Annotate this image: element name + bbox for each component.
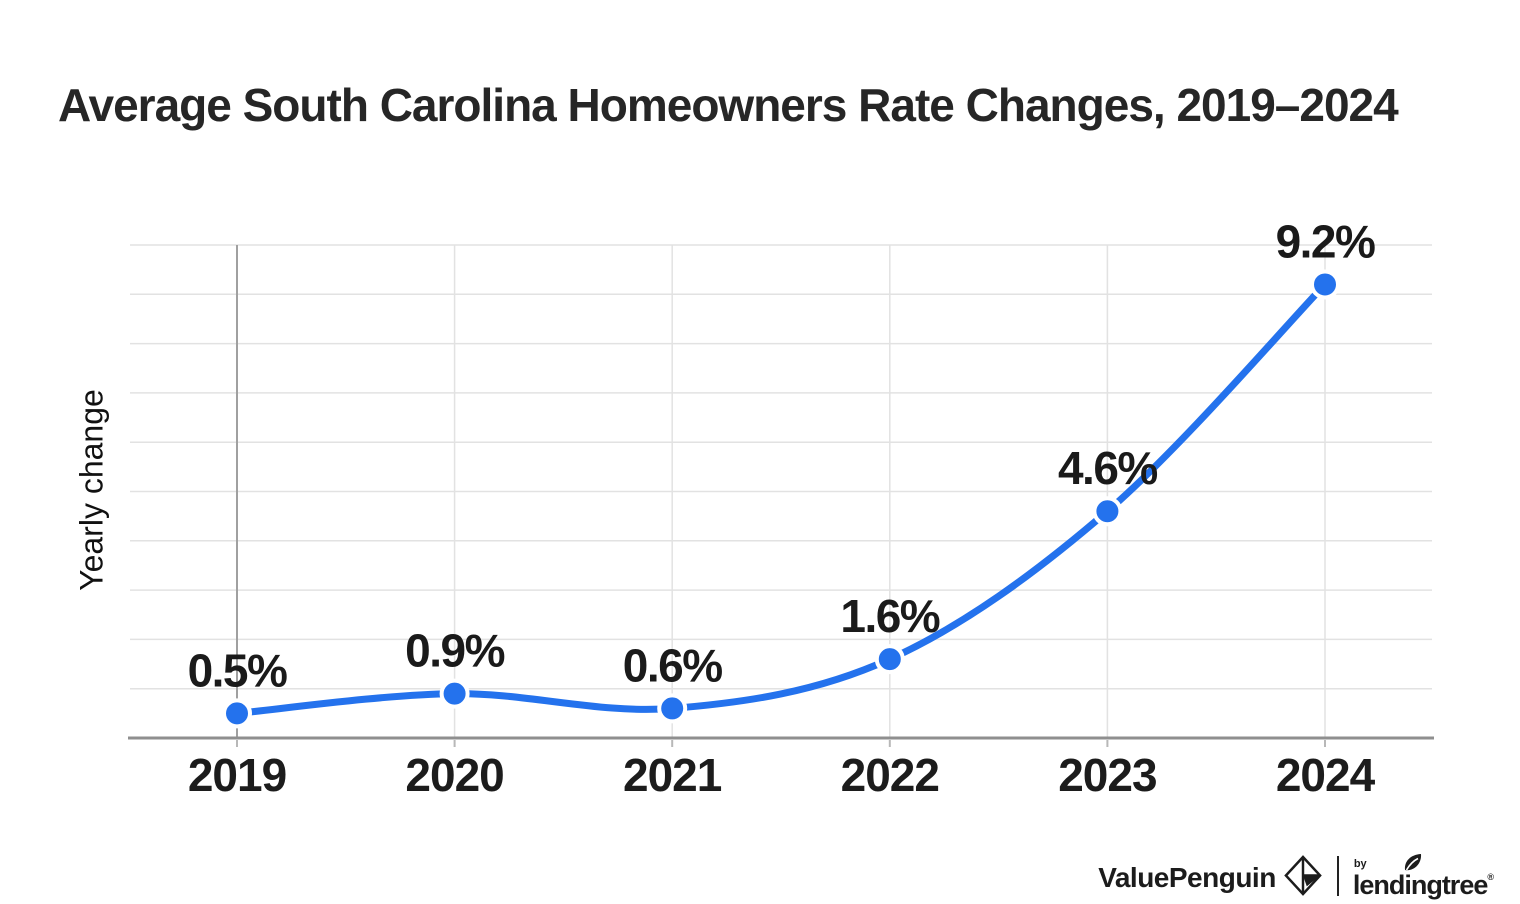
chart-point bbox=[1092, 496, 1123, 527]
lendingtree-logo: by lendingtree® bbox=[1352, 854, 1494, 900]
chart-line bbox=[233, 280, 1329, 717]
x-axis-label: 2024 bbox=[1276, 749, 1376, 801]
chart-title: Average South Carolina Homeowners Rate C… bbox=[58, 79, 1399, 131]
brand-footer: ValuePenguin by lendingtree® bbox=[1098, 852, 1494, 900]
footer-divider bbox=[1336, 856, 1339, 896]
x-axis-label: 2021 bbox=[623, 749, 722, 801]
x-axis-label: 2022 bbox=[841, 749, 939, 801]
valuepenguin-wordmark: ValuePenguin bbox=[1098, 862, 1276, 893]
data-label: 0.5% bbox=[188, 644, 287, 696]
data-label: 9.2% bbox=[1276, 215, 1375, 267]
data-label: 4.6% bbox=[1058, 442, 1157, 494]
chart-point bbox=[657, 693, 688, 724]
data-label: 0.6% bbox=[623, 639, 722, 691]
chart-point bbox=[1310, 269, 1340, 300]
chart-point bbox=[439, 678, 470, 709]
chart-point bbox=[874, 644, 905, 675]
lendingtree-by-label: by bbox=[1353, 858, 1367, 870]
data-label: 0.9% bbox=[405, 625, 504, 677]
lendingtree-trademark: ® bbox=[1487, 872, 1494, 882]
x-axis-label: 2019 bbox=[188, 749, 286, 801]
valuepenguin-diamond-icon bbox=[1284, 854, 1322, 896]
lendingtree-text: lendingtree bbox=[1352, 870, 1489, 900]
chart-point bbox=[222, 698, 252, 729]
x-axis-label: 2023 bbox=[1058, 749, 1156, 801]
lendingtree-wordmark: lendingtree® bbox=[1352, 854, 1494, 900]
data-label: 1.6% bbox=[840, 590, 939, 642]
lendingtree-leaf-icon bbox=[1404, 854, 1421, 871]
x-axis-label: 2020 bbox=[405, 749, 503, 801]
